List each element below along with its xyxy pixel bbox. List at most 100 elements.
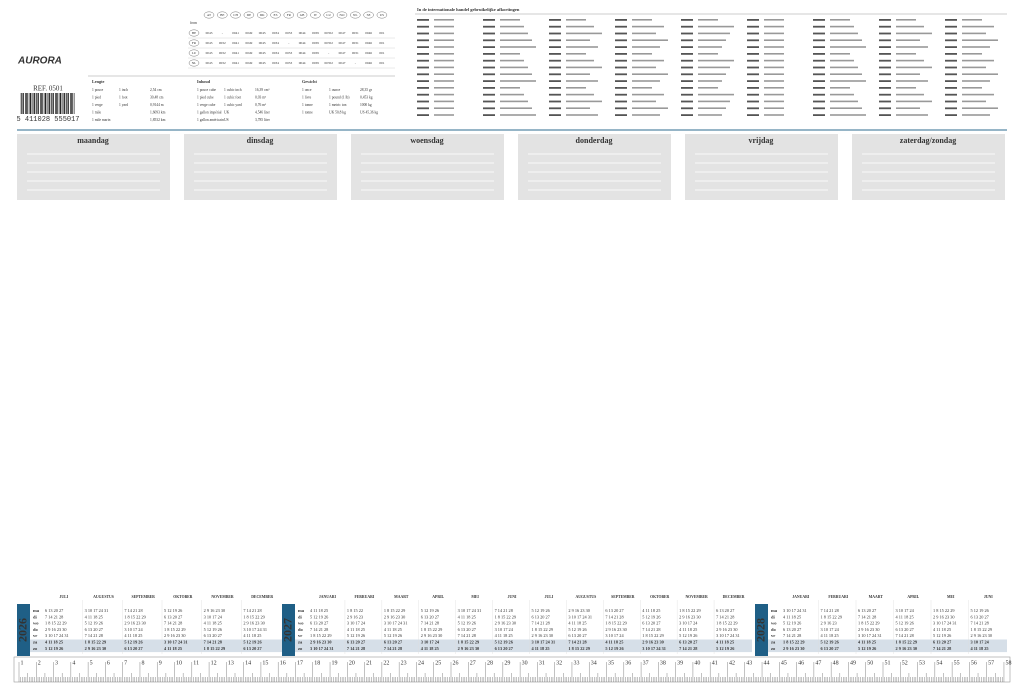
dates: 3 10 17 24 (605, 633, 624, 638)
abbreviation-print (632, 66, 656, 69)
abbreviation-print (830, 93, 854, 96)
abbreviation-print (681, 73, 693, 76)
abbreviation-print (632, 59, 664, 62)
dates: 7 14 21 28 (642, 627, 660, 632)
ruler-number: 22 (383, 660, 389, 666)
abbreviation-print (566, 66, 602, 69)
abbreviation-print (615, 46, 627, 48)
barcode-bar (73, 93, 75, 114)
abbreviation-print (615, 73, 627, 76)
dates: 7 14 21 28 (421, 621, 439, 626)
abbreviation-print (632, 39, 668, 41)
abbreviation-print (681, 53, 693, 55)
day-label: zo (771, 646, 776, 651)
dial-code: 0039 (312, 51, 319, 55)
dates: 2 9 16 23 30 (858, 627, 879, 632)
dates: 4 11 18 25 (783, 614, 801, 619)
abbreviation-print (698, 100, 730, 103)
dates: 4 11 18 25 (716, 639, 734, 644)
day-box (351, 134, 504, 200)
conversion-cell: 1 mile (92, 111, 101, 115)
dates: 3 10 17 24 (204, 614, 223, 619)
dial-code: 0039 (312, 41, 319, 45)
abbreviation-print (417, 114, 429, 116)
dial-code: 0032 (219, 61, 226, 65)
month-name: FEBRUARI (828, 595, 848, 599)
dates: 1 8 15 22 29 (204, 646, 225, 651)
day-label: di (771, 614, 776, 619)
day-label: vr (298, 633, 302, 638)
abbreviation-print (962, 73, 998, 75)
dial-code: 0043 (206, 41, 213, 45)
dates: 6 13 20 27 (568, 633, 587, 638)
abbreviation-print (566, 39, 590, 41)
dates: 4 11 18 25 (933, 627, 951, 632)
ruler-number: 30 (522, 660, 528, 666)
month-name: DECEMBER (251, 595, 273, 599)
abbreviation-print (483, 32, 495, 35)
dial-code: - (288, 41, 289, 45)
abbreviation-print (813, 93, 825, 96)
conversion-cell: 1 gallon américain (197, 118, 224, 122)
conversion-cell: 1000 kg (360, 103, 372, 107)
dial-code: 0046 (365, 41, 372, 45)
abbreviation-print (896, 107, 920, 109)
abbreviation-print (896, 39, 920, 41)
dates: 7 14 21 28 (821, 608, 839, 613)
ruler-number: 1 (21, 660, 24, 666)
abbreviation-print (813, 107, 825, 110)
ruler-number: 20 (349, 660, 355, 666)
country-badge (376, 11, 388, 19)
dial-code: 0034 (272, 41, 279, 45)
abbreviation-print (434, 93, 454, 96)
dates: 3 10 17 24 (495, 627, 514, 632)
abbreviation-print (483, 107, 495, 110)
dates: 1 8 15 22 29 (45, 621, 66, 626)
conversion-cell: UK (224, 111, 230, 115)
day-label: do (771, 627, 777, 632)
abbreviation-print (417, 80, 429, 82)
ruler-number: 12 (211, 660, 217, 666)
dial-code: 0047 (339, 31, 346, 35)
abbreviation-print (549, 73, 561, 76)
abbreviation-print (417, 100, 429, 103)
abbreviation-print (896, 32, 932, 35)
conversion-cell: 1 livre (302, 95, 312, 99)
dates: 4 11 18 25 (458, 614, 476, 619)
dial-code: 0045 (259, 61, 266, 65)
abbreviation-print (417, 39, 429, 42)
abbreviation-print (764, 107, 784, 109)
abbreviation-print (681, 87, 693, 89)
abbreviation-print (434, 39, 454, 41)
abbreviation-print (962, 100, 986, 103)
abbreviation-print (764, 73, 784, 75)
year: 2027 (280, 618, 294, 642)
country-code: BE (220, 13, 224, 17)
ruler-number: 10 (176, 660, 182, 666)
country-code: GB (300, 13, 305, 17)
month-name: APRIL (907, 595, 919, 599)
ruler-number: 39 (677, 660, 683, 666)
abbreviation-print (879, 32, 891, 35)
dates: 1 8 15 22 29 (243, 614, 264, 619)
abbreviation-print (896, 19, 916, 21)
month-name: OKTOBER (650, 595, 669, 599)
abbreviation-print (549, 87, 561, 89)
dates: 2 9 16 23 30 (164, 633, 185, 638)
dial-code: 001 (379, 31, 384, 35)
abbreviation-print (764, 53, 784, 55)
country-badge (350, 11, 361, 19)
dates: 1 8 15 22 29 (495, 614, 516, 619)
dates: 3 10 17 24 31 (783, 608, 807, 613)
dial-code: - (222, 31, 223, 35)
dates: 1 8 15 22 29 (164, 627, 185, 632)
dates: 5 12 19 26 (605, 646, 624, 651)
abbreviation-print (813, 87, 825, 89)
ruler-number: 41 (712, 660, 718, 666)
abbreviation-print (764, 66, 784, 69)
dates: 1 8 15 22 29 (568, 646, 589, 651)
dates: 4 11 18 25 (310, 608, 328, 613)
country-badge (257, 11, 268, 19)
abbreviation-print (764, 39, 784, 41)
